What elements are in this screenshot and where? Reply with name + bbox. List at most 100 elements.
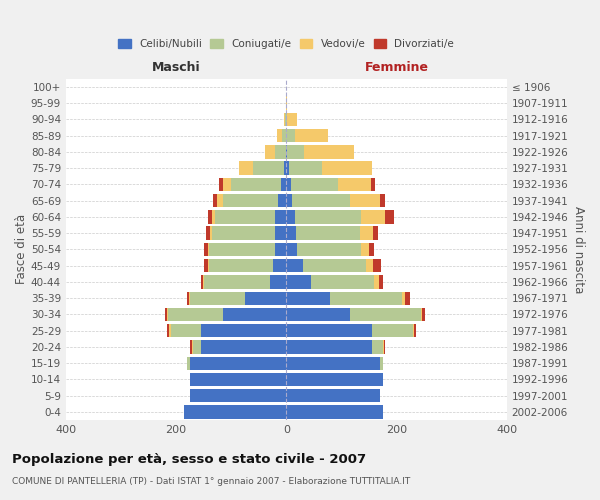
Bar xyxy=(253,162,284,175)
Bar xyxy=(286,292,331,305)
Bar xyxy=(275,226,286,240)
Text: Maschi: Maschi xyxy=(152,61,200,74)
Bar xyxy=(223,178,231,191)
Bar xyxy=(286,178,291,191)
Bar xyxy=(350,194,380,207)
Bar xyxy=(201,340,286,353)
Bar xyxy=(190,389,286,402)
Bar xyxy=(379,276,383,288)
Y-axis label: Anni di nascita: Anni di nascita xyxy=(572,206,585,293)
Bar xyxy=(286,162,289,175)
Bar xyxy=(286,112,287,126)
Bar xyxy=(286,389,380,402)
Bar xyxy=(369,242,374,256)
Bar xyxy=(350,308,421,321)
Bar xyxy=(286,96,287,110)
Bar xyxy=(296,226,359,240)
Bar xyxy=(208,242,209,256)
Bar xyxy=(218,178,223,191)
Bar xyxy=(286,259,303,272)
Bar xyxy=(201,276,203,288)
Bar xyxy=(422,308,425,321)
Bar xyxy=(380,356,383,370)
Bar xyxy=(373,259,381,272)
Bar xyxy=(165,308,167,321)
Bar xyxy=(231,178,281,191)
Bar xyxy=(331,292,402,305)
Bar xyxy=(208,210,212,224)
Bar xyxy=(361,242,369,256)
Text: Femmine: Femmine xyxy=(365,61,428,74)
Bar xyxy=(286,406,383,418)
Bar xyxy=(204,259,208,272)
Bar xyxy=(298,242,361,256)
Bar xyxy=(209,242,275,256)
Bar xyxy=(304,145,353,158)
Bar xyxy=(371,178,375,191)
Bar xyxy=(284,112,285,126)
Bar xyxy=(384,340,385,353)
Bar xyxy=(286,129,295,142)
Bar xyxy=(184,406,286,418)
Bar xyxy=(277,129,282,142)
Bar xyxy=(385,210,394,224)
Bar xyxy=(282,129,286,142)
Bar xyxy=(239,162,253,175)
Bar xyxy=(209,259,272,272)
Bar xyxy=(193,340,201,353)
Y-axis label: Fasce di età: Fasce di età xyxy=(15,214,28,284)
Bar xyxy=(190,373,286,386)
Bar xyxy=(295,210,361,224)
Legend: Celibi/Nubili, Coniugati/e, Vedovi/e, Divorziati/e: Celibi/Nubili, Coniugati/e, Vedovi/e, Di… xyxy=(115,36,457,52)
Text: Popolazione per età, sesso e stato civile - 2007: Popolazione per età, sesso e stato civil… xyxy=(12,452,366,466)
Bar xyxy=(191,340,193,353)
Bar xyxy=(212,210,215,224)
Bar xyxy=(286,356,380,370)
Bar xyxy=(281,178,286,191)
Text: COMUNE DI PANTELLERIA (TP) - Dati ISTAT 1° gennaio 2007 - Elaborazione TUTTITALI: COMUNE DI PANTELLERIA (TP) - Dati ISTAT … xyxy=(12,478,410,486)
Bar xyxy=(265,145,275,158)
Bar xyxy=(190,340,191,353)
Bar xyxy=(190,292,245,305)
Bar xyxy=(372,340,383,353)
Bar xyxy=(189,292,190,305)
Bar xyxy=(215,210,275,224)
Bar xyxy=(245,292,286,305)
Bar xyxy=(275,145,286,158)
Bar xyxy=(402,292,405,305)
Bar xyxy=(208,259,209,272)
Bar xyxy=(287,145,304,158)
Bar xyxy=(203,276,270,288)
Bar xyxy=(303,259,366,272)
Bar xyxy=(413,324,414,338)
Bar xyxy=(289,162,322,175)
Bar xyxy=(366,259,373,272)
Bar xyxy=(286,276,311,288)
Bar xyxy=(201,324,286,338)
Bar xyxy=(373,226,378,240)
Bar xyxy=(380,194,385,207)
Bar xyxy=(286,340,372,353)
Bar xyxy=(217,194,223,207)
Bar xyxy=(270,276,286,288)
Bar xyxy=(187,292,189,305)
Bar xyxy=(414,324,416,338)
Bar xyxy=(338,178,371,191)
Bar xyxy=(311,276,374,288)
Bar xyxy=(372,324,413,338)
Bar xyxy=(292,194,350,207)
Bar xyxy=(405,292,410,305)
Bar xyxy=(295,129,328,142)
Bar xyxy=(278,194,286,207)
Bar xyxy=(383,340,384,353)
Bar xyxy=(187,356,190,370)
Bar xyxy=(170,324,201,338)
Bar xyxy=(286,308,350,321)
Bar xyxy=(374,276,379,288)
Bar xyxy=(275,210,286,224)
Bar xyxy=(167,324,169,338)
Bar xyxy=(287,112,298,126)
Bar xyxy=(213,194,217,207)
Bar xyxy=(286,226,296,240)
Bar xyxy=(272,259,286,272)
